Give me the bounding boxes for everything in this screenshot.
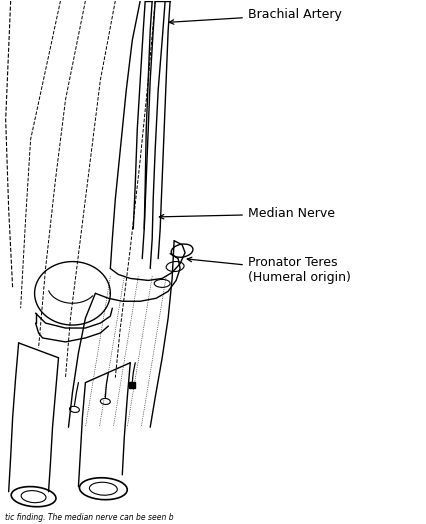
Text: Pronator Teres
(Humeral origin): Pronator Teres (Humeral origin)	[187, 257, 351, 285]
Text: tic finding. The median nerve can be seen b: tic finding. The median nerve can be see…	[5, 512, 173, 521]
Text: Brachial Artery: Brachial Artery	[169, 8, 342, 24]
Text: Median Nerve: Median Nerve	[159, 208, 335, 221]
